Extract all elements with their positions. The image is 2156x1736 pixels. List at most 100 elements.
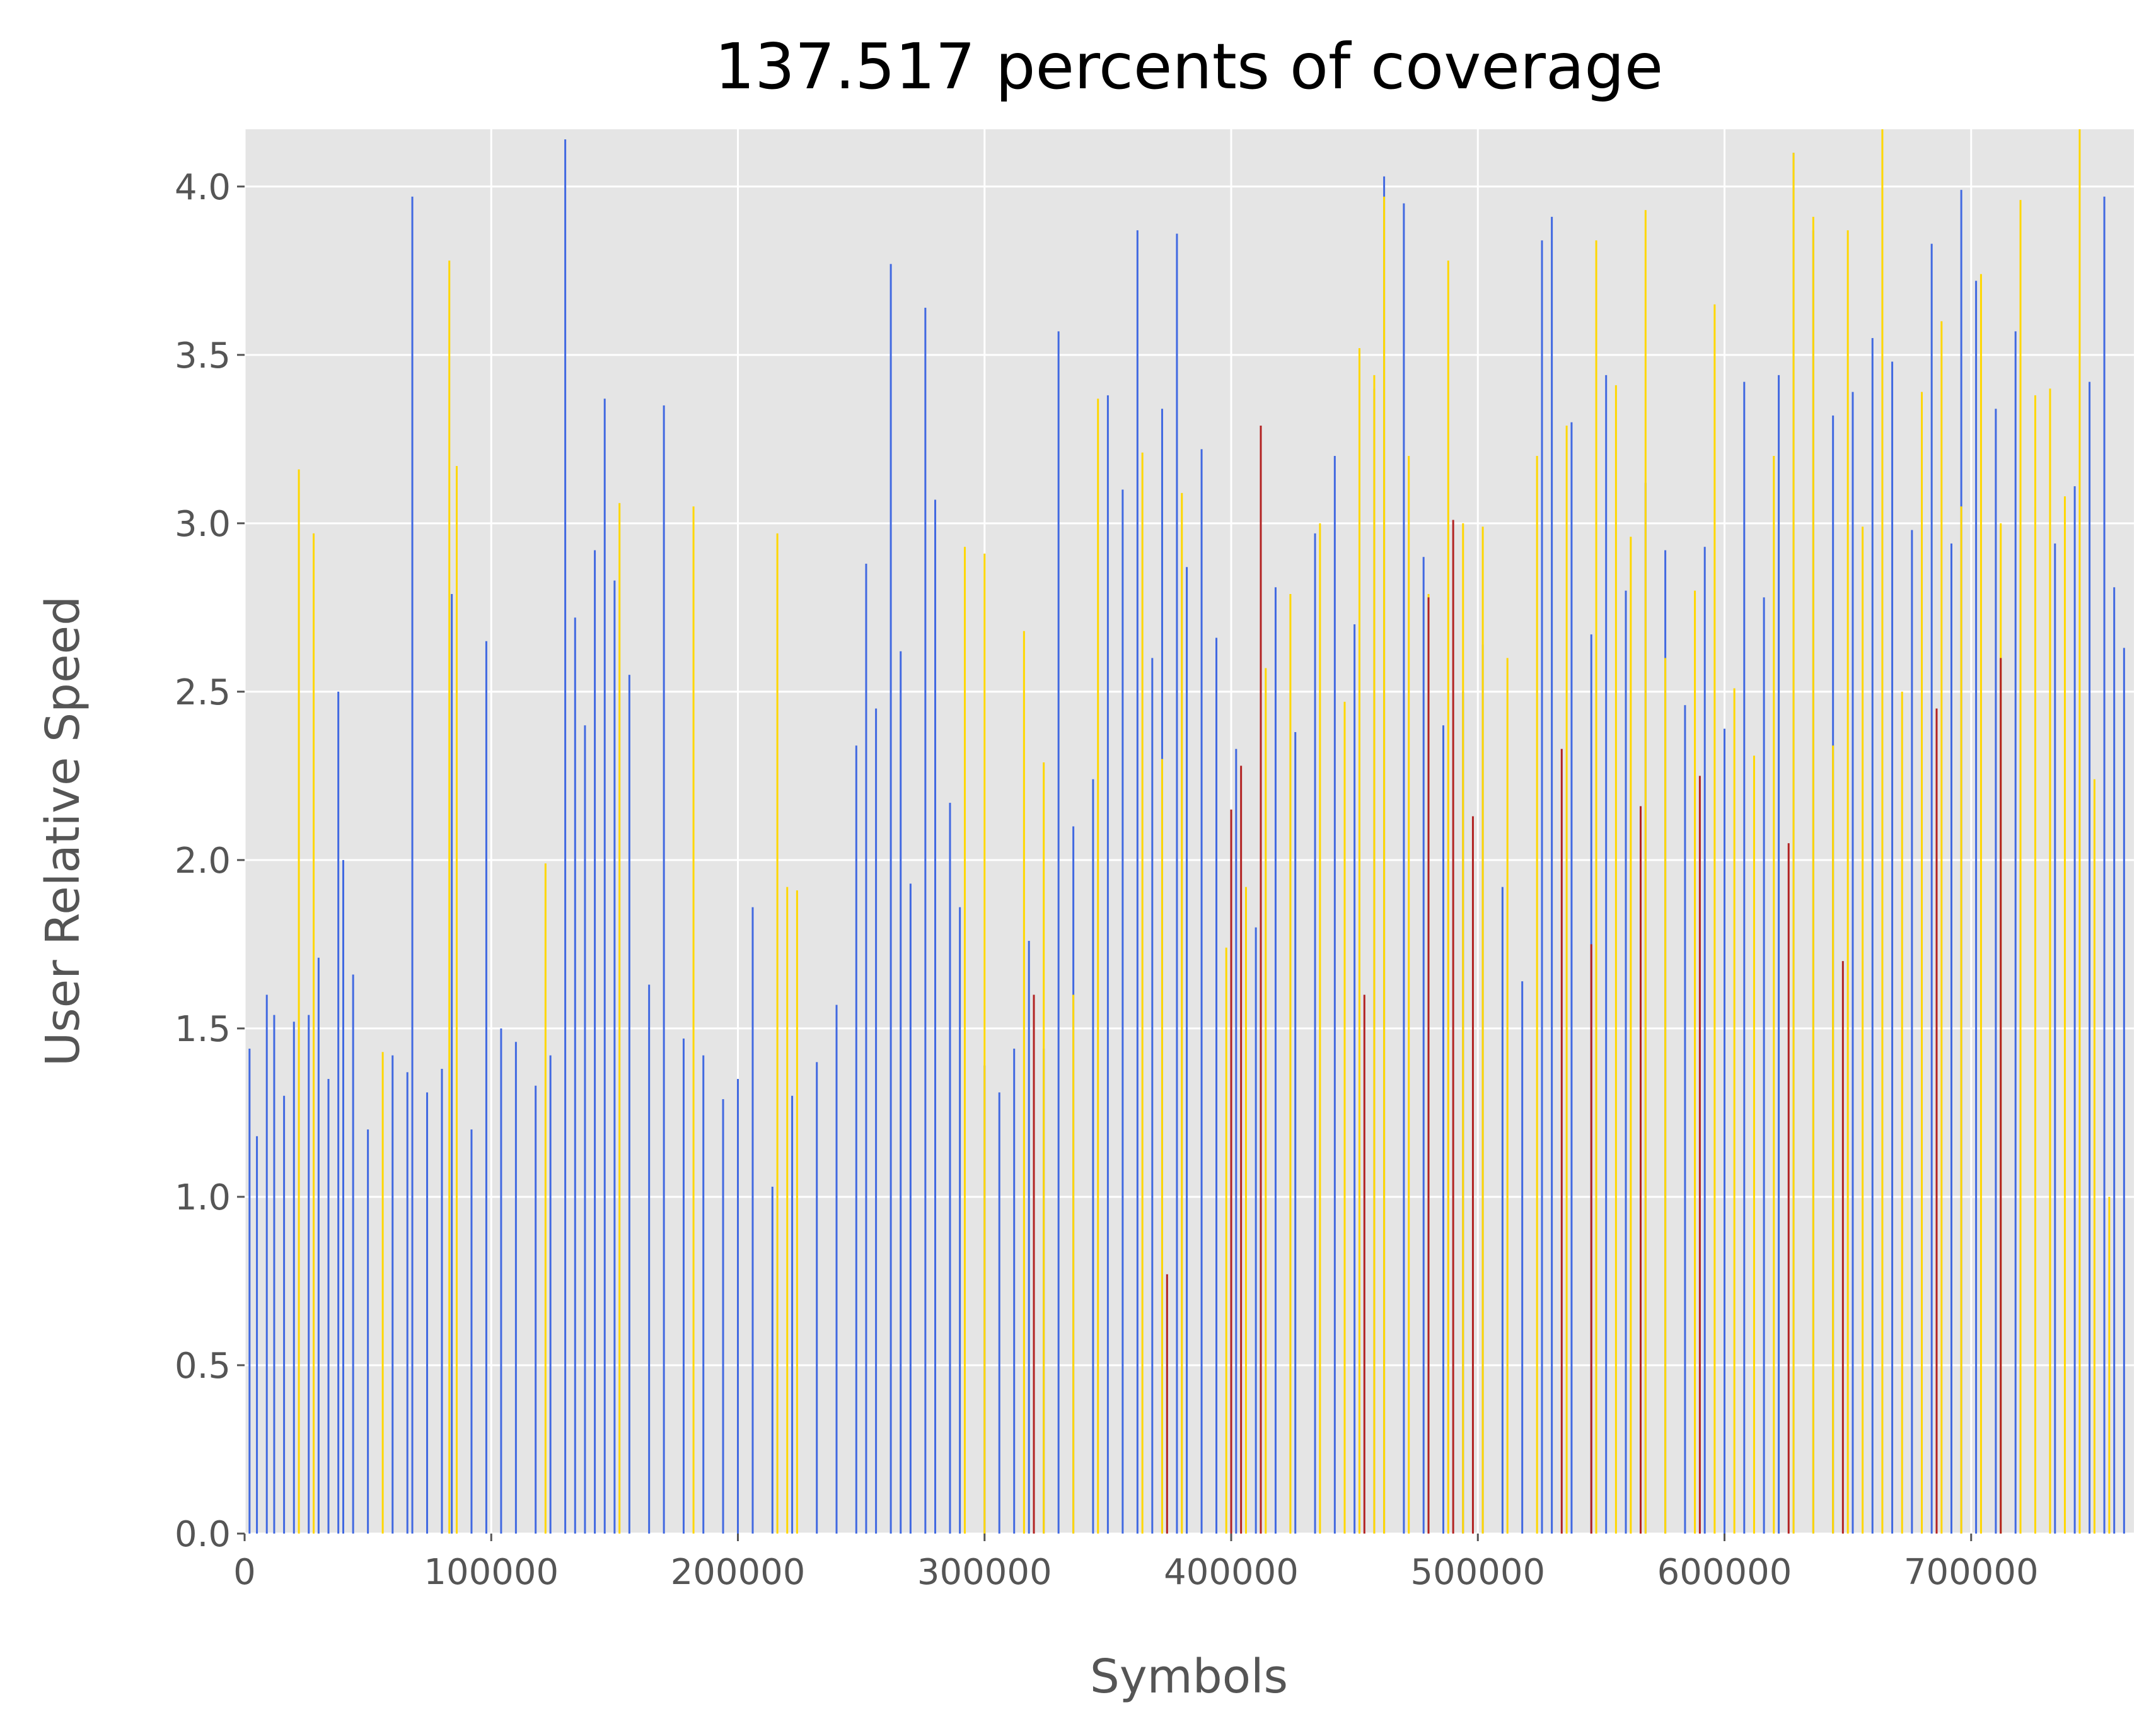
- bar: [1181, 492, 1183, 1534]
- bar: [1862, 527, 1864, 1534]
- bar: [1255, 927, 1257, 1534]
- bar: [1383, 196, 1386, 1534]
- bar: [1106, 395, 1109, 1534]
- bar: [1358, 348, 1360, 1534]
- bar: [1097, 399, 1099, 1534]
- bar: [514, 1042, 517, 1534]
- x-tick-label: 200000: [671, 1552, 806, 1593]
- bar: [1541, 240, 1543, 1534]
- bar: [1871, 338, 1874, 1534]
- bar: [1605, 375, 1608, 1534]
- bar: [2113, 587, 2116, 1534]
- bar: [2108, 1196, 2111, 1534]
- bar: [1792, 153, 1795, 1534]
- bar: [959, 907, 961, 1534]
- bar: [337, 691, 340, 1534]
- bar: [1289, 593, 1292, 1534]
- bar: [1841, 961, 1844, 1534]
- bar: [1630, 537, 1632, 1534]
- x-tick-label: 300000: [917, 1552, 1052, 1593]
- y-tick-label: 3.0: [175, 504, 231, 545]
- bar: [737, 1079, 739, 1534]
- bar: [1590, 944, 1592, 1534]
- bar: [426, 1092, 429, 1534]
- bar: [1787, 843, 1790, 1534]
- bar: [998, 1092, 1000, 1534]
- bar: [1995, 409, 1997, 1534]
- bar: [256, 1136, 258, 1534]
- bar: [1452, 520, 1454, 1534]
- chart-title: 137.517 percents of coverage: [715, 30, 1664, 103]
- bar: [1033, 994, 1035, 1534]
- bar: [1560, 749, 1563, 1534]
- bar: [816, 1062, 818, 1534]
- bar: [391, 1055, 394, 1534]
- bar: [1408, 456, 1410, 1534]
- bar: [1403, 203, 1405, 1534]
- bar: [1260, 425, 1262, 1534]
- bar: [485, 641, 487, 1534]
- bar: [909, 883, 912, 1534]
- bar: [1940, 321, 1943, 1534]
- bar: [2034, 395, 2036, 1534]
- bar: [381, 1052, 384, 1534]
- bar: [1200, 449, 1203, 1534]
- x-tick-label: 0: [233, 1552, 256, 1593]
- bar: [1353, 624, 1356, 1534]
- bar: [1151, 658, 1154, 1534]
- bar: [470, 1129, 473, 1534]
- bar: [1614, 385, 1617, 1534]
- bar: [1975, 281, 1978, 1534]
- bar: [1023, 631, 1025, 1534]
- bar: [535, 1085, 537, 1534]
- bar: [1778, 375, 1780, 1534]
- bar: [1462, 523, 1464, 1534]
- bar: [1427, 597, 1430, 1534]
- bar: [342, 859, 345, 1534]
- bar: [1442, 725, 1444, 1534]
- bar: [451, 593, 453, 1534]
- y-tick-label: 1.0: [175, 1177, 231, 1218]
- bar: [924, 308, 927, 1534]
- bar: [890, 264, 892, 1534]
- bar: [1343, 701, 1346, 1534]
- gridlines: [243, 129, 2134, 1535]
- bar: [618, 503, 621, 1534]
- bar: [1773, 456, 1775, 1534]
- bar: [900, 651, 902, 1534]
- bar: [2049, 388, 2051, 1534]
- bar: [455, 466, 458, 1534]
- bar: [1911, 530, 1913, 1534]
- bar: [1694, 590, 1696, 1534]
- bar: [1314, 533, 1316, 1534]
- bar: [1028, 941, 1030, 1534]
- bar: [327, 1079, 330, 1534]
- y-axis-label: User Relative Speed: [36, 596, 90, 1066]
- bar: [865, 563, 867, 1534]
- bar: [1363, 994, 1365, 1534]
- x-tick-label: 100000: [424, 1552, 559, 1593]
- bar: [352, 974, 354, 1534]
- bar: [1713, 304, 1716, 1534]
- bar: [308, 1015, 310, 1534]
- bar: [2089, 382, 2091, 1534]
- bar: [1698, 776, 1701, 1534]
- bar: [411, 196, 414, 1534]
- bar: [1595, 240, 1597, 1534]
- bar: [1565, 425, 1568, 1534]
- bar: [776, 533, 779, 1534]
- bar: [1121, 489, 1124, 1534]
- bar: [441, 1069, 443, 1534]
- bar: [1644, 210, 1647, 1534]
- bar: [1832, 745, 1834, 1534]
- bar: [1979, 274, 1982, 1534]
- bar: [682, 1038, 685, 1534]
- bar: [448, 260, 451, 1534]
- bar: [1161, 759, 1163, 1534]
- bar: [751, 907, 754, 1534]
- plot-background: [245, 129, 2134, 1534]
- bar: [603, 399, 606, 1534]
- bar: [1521, 981, 1524, 1534]
- bar: [692, 506, 695, 1534]
- bar: [771, 1186, 774, 1534]
